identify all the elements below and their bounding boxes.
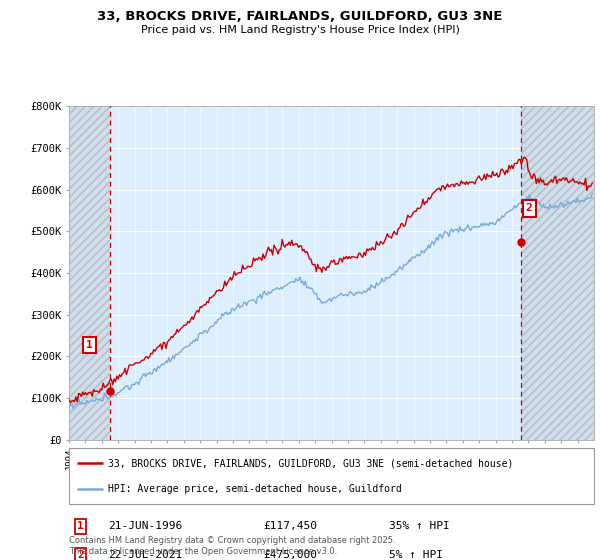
Text: 1: 1 — [77, 521, 84, 531]
Text: 22-JUL-2021: 22-JUL-2021 — [109, 550, 182, 560]
Text: Price paid vs. HM Land Registry's House Price Index (HPI): Price paid vs. HM Land Registry's House … — [140, 25, 460, 35]
Text: 33, BROCKS DRIVE, FAIRLANDS, GUILDFORD, GU3 3NE (semi-detached house): 33, BROCKS DRIVE, FAIRLANDS, GUILDFORD, … — [109, 458, 514, 468]
Bar — [69, 106, 110, 440]
FancyBboxPatch shape — [69, 448, 594, 504]
Text: Contains HM Land Registry data © Crown copyright and database right 2025.
This d: Contains HM Land Registry data © Crown c… — [69, 536, 395, 556]
Text: £117,450: £117,450 — [263, 521, 317, 531]
Text: £475,000: £475,000 — [263, 550, 317, 560]
Text: 2: 2 — [526, 203, 533, 213]
Text: HPI: Average price, semi-detached house, Guildford: HPI: Average price, semi-detached house,… — [109, 484, 402, 494]
Text: 21-JUN-1996: 21-JUN-1996 — [109, 521, 182, 531]
Text: 33, BROCKS DRIVE, FAIRLANDS, GUILDFORD, GU3 3NE: 33, BROCKS DRIVE, FAIRLANDS, GUILDFORD, … — [97, 10, 503, 22]
Text: 5% ↑ HPI: 5% ↑ HPI — [389, 550, 443, 560]
Text: 1: 1 — [86, 340, 93, 350]
Text: 35% ↑ HPI: 35% ↑ HPI — [389, 521, 450, 531]
Bar — [521, 106, 594, 440]
Text: 2: 2 — [77, 550, 84, 560]
